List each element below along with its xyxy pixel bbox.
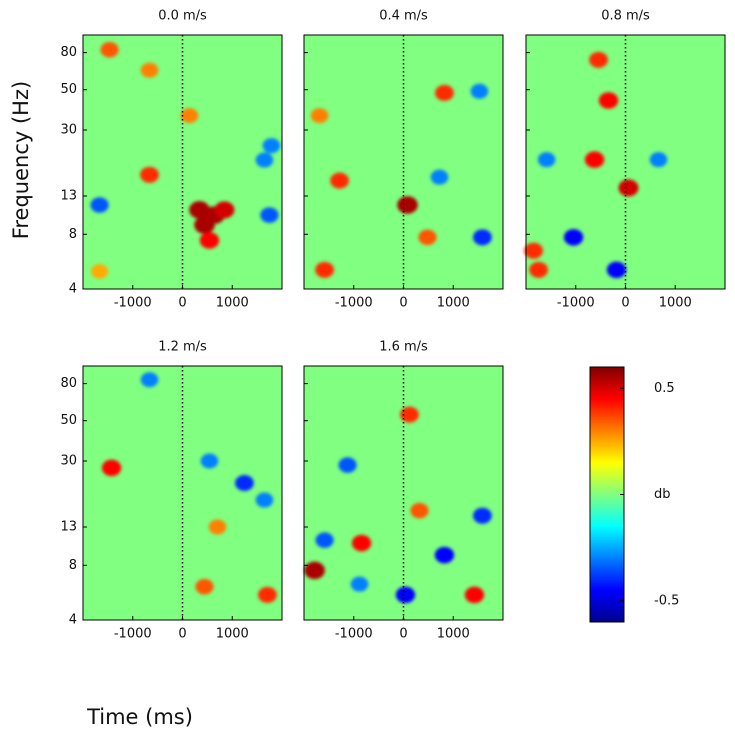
- blob: [350, 576, 369, 592]
- blob: [235, 475, 254, 492]
- blob: [140, 62, 159, 78]
- plot-area: [526, 35, 725, 289]
- blob: [310, 108, 329, 124]
- blob-layer: [304, 406, 492, 604]
- blob: [258, 586, 277, 603]
- blob: [606, 261, 627, 279]
- x-axis-label: Time (ms): [86, 705, 193, 729]
- blob-layer: [101, 372, 277, 603]
- blob-layer: [524, 51, 668, 279]
- blob: [473, 507, 492, 524]
- colorbar-label: db: [654, 487, 671, 502]
- blob: [315, 261, 334, 278]
- blob: [140, 166, 159, 183]
- colorbar-label: 0.5: [654, 381, 675, 396]
- blob: [304, 561, 325, 580]
- blob: [464, 586, 485, 604]
- plot-area: [304, 35, 503, 289]
- y-tick-label: 80: [60, 376, 77, 391]
- blob: [140, 372, 159, 388]
- blob: [584, 151, 605, 168]
- x-tick-label: 1000: [659, 296, 692, 311]
- blob: [598, 92, 619, 109]
- panel-title: 0.0 m/s: [158, 9, 207, 24]
- blob: [400, 406, 419, 423]
- x-tick-label: -1000: [335, 296, 373, 311]
- plot-area: [83, 35, 282, 289]
- y-tick-label: 30: [60, 454, 77, 469]
- y-tick-label: 13: [60, 188, 77, 203]
- blob: [529, 261, 548, 278]
- x-tick-label: 0: [399, 296, 407, 311]
- x-tick-label: 0: [178, 627, 186, 642]
- panel-title: 1.2 m/s: [158, 340, 207, 355]
- panel-title: 0.4 m/s: [379, 9, 428, 24]
- blob: [563, 229, 584, 246]
- x-tick-label: 1000: [216, 627, 249, 642]
- blob: [195, 578, 214, 595]
- y-tick-label: 4: [69, 282, 77, 297]
- panel-title: 1.6 m/s: [379, 340, 428, 355]
- blob: [524, 242, 544, 259]
- colorbar-label: -0.5: [654, 593, 679, 608]
- blob: [430, 169, 449, 185]
- blob: [315, 532, 334, 548]
- blob: [91, 264, 109, 279]
- blob: [435, 84, 454, 101]
- blob: [255, 492, 274, 508]
- blob: [200, 453, 219, 469]
- y-tick-label: 8: [69, 227, 77, 242]
- blob: [260, 207, 279, 223]
- blob: [418, 229, 437, 246]
- y-tick-label: 4: [69, 613, 77, 628]
- blob: [194, 216, 215, 234]
- y-tick-label: 80: [60, 45, 77, 60]
- blob: [101, 459, 122, 477]
- x-tick-label: -1000: [114, 296, 152, 311]
- y-tick-label: 13: [60, 519, 77, 534]
- blob: [255, 152, 274, 168]
- y-tick-label: 30: [60, 123, 77, 138]
- blob: [410, 502, 429, 519]
- blob: [262, 138, 281, 154]
- blob: [537, 152, 556, 168]
- y-tick-label: 8: [69, 558, 77, 573]
- x-tick-label: 1000: [437, 296, 470, 311]
- x-tick-label: 0: [399, 627, 407, 642]
- x-tick-label: 0: [621, 296, 629, 311]
- blob: [434, 546, 455, 564]
- x-tick-label: 0: [178, 296, 186, 311]
- blob: [470, 83, 489, 99]
- blob: [395, 586, 416, 604]
- x-tick-label: -1000: [335, 627, 373, 642]
- colorbar: [589, 366, 625, 623]
- blob: [618, 179, 639, 197]
- blob: [90, 197, 109, 213]
- blob: [330, 172, 349, 189]
- plot-area: [83, 366, 282, 620]
- blob: [214, 201, 235, 219]
- blob: [208, 519, 227, 535]
- blob: [338, 457, 357, 473]
- blob: [100, 41, 119, 58]
- blob-layer: [310, 83, 492, 278]
- blob: [180, 108, 199, 124]
- blob: [649, 152, 668, 168]
- blob: [589, 51, 608, 68]
- x-tick-label: -1000: [557, 296, 595, 311]
- x-tick-label: 1000: [437, 627, 470, 642]
- blob: [473, 229, 492, 246]
- blob: [397, 196, 418, 214]
- panel-title: 0.8 m/s: [601, 9, 650, 24]
- blob: [199, 232, 220, 249]
- blob-layer: [90, 41, 281, 279]
- x-tick-label: -1000: [114, 627, 152, 642]
- plot-area: [304, 366, 503, 620]
- y-tick-label: 50: [60, 413, 77, 428]
- y-tick-label: 50: [60, 82, 77, 97]
- x-tick-label: 1000: [216, 296, 249, 311]
- y-axis-label: Frequency (Hz): [9, 81, 33, 239]
- blob: [351, 534, 372, 552]
